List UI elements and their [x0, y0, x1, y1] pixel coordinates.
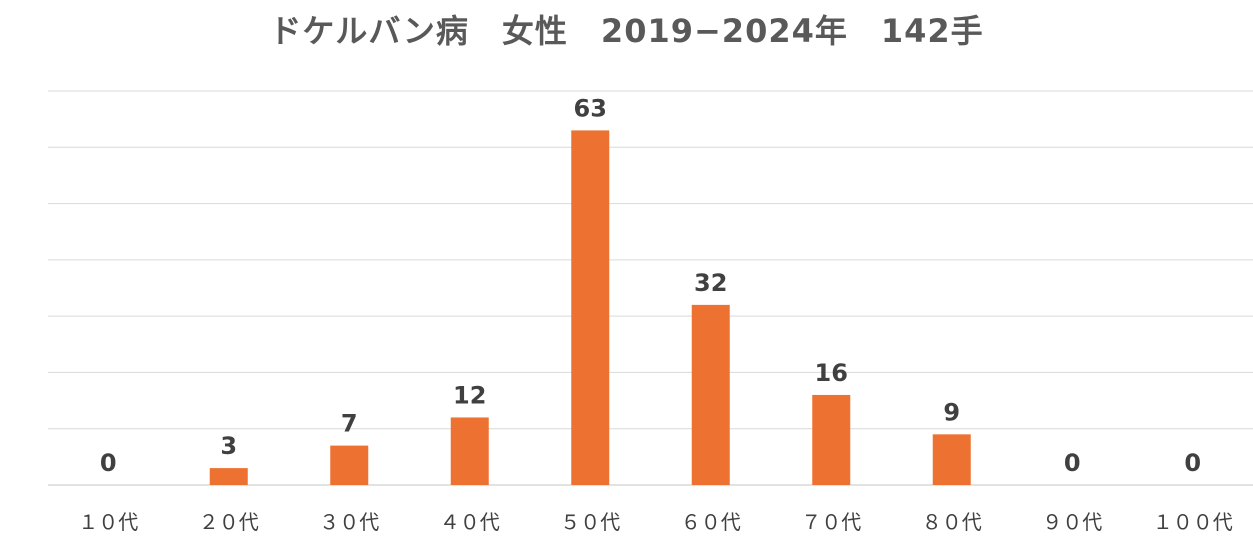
x-tick-label-6: ６０代	[681, 510, 741, 534]
bars	[209, 130, 971, 485]
data-label-1: 0	[100, 449, 117, 477]
x-tick-label-7: ７０代	[801, 510, 861, 534]
bar-5	[571, 130, 610, 485]
data-label-10: 0	[1184, 449, 1201, 477]
data-labels: 0 3 7 12 63 32 16 9 0 0	[100, 94, 1201, 477]
bar-8	[932, 434, 971, 485]
bar-3	[330, 445, 369, 485]
data-label-4: 12	[453, 381, 486, 409]
x-tick-label-8: ８０代	[922, 510, 982, 534]
bar-4	[450, 417, 489, 485]
gridlines	[48, 90, 1253, 486]
x-tick-label-10: １００代	[1153, 510, 1233, 534]
data-label-6: 32	[694, 269, 727, 297]
bar-6	[691, 304, 730, 485]
data-label-3: 7	[341, 410, 358, 438]
chart-title: ドケルバン病 女性 2019−2024年 142手	[269, 12, 984, 50]
data-label-7: 16	[815, 359, 848, 387]
x-tick-label-9: ９０代	[1042, 510, 1102, 534]
data-label-9: 0	[1064, 449, 1081, 477]
x-tick-label-5: ５０代	[560, 510, 620, 534]
bar-2	[209, 468, 248, 485]
data-label-8: 9	[943, 398, 960, 426]
x-tick-label-2: ２０代	[199, 510, 259, 534]
x-axis-tick-labels: １０代 ２０代 ３０代 ４０代 ５０代 ６０代 ７０代 ８０代 ９０代 １００代	[78, 510, 1233, 534]
data-label-5: 63	[574, 94, 607, 122]
x-tick-label-3: ３０代	[319, 510, 379, 534]
data-label-2: 3	[220, 432, 237, 460]
bar-7	[812, 394, 851, 485]
x-tick-label-1: １０代	[78, 510, 138, 534]
x-tick-label-4: ４０代	[440, 510, 500, 534]
